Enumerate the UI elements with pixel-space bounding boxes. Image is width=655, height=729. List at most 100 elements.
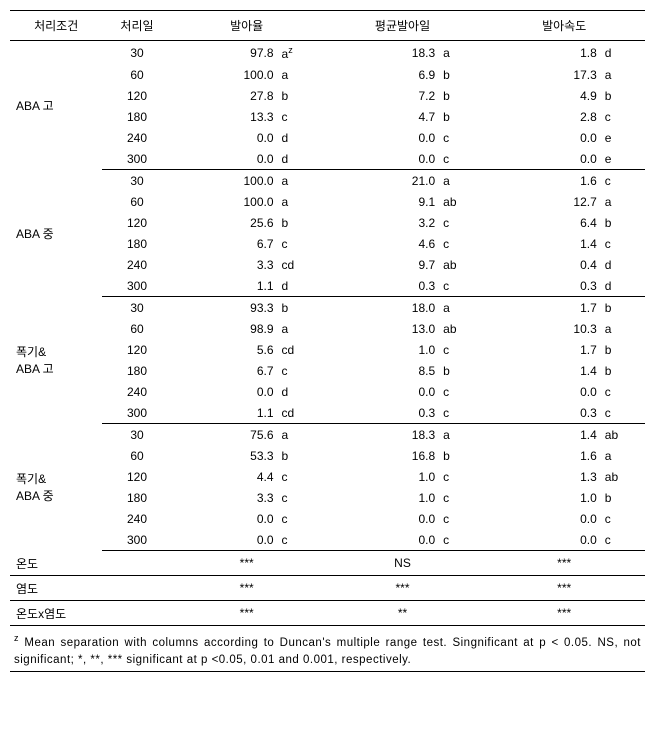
rate-value: 100.0 bbox=[172, 191, 276, 212]
speed-suffix: c bbox=[599, 402, 645, 424]
sig-speed: *** bbox=[483, 576, 645, 601]
rate-value: 97.8 bbox=[172, 41, 276, 65]
speed-value: 1.4 bbox=[483, 360, 598, 381]
rate-suffix: b bbox=[276, 297, 322, 319]
avg-suffix: c bbox=[437, 212, 483, 233]
day-cell: 180 bbox=[102, 487, 171, 508]
avg-suffix: c bbox=[437, 529, 483, 551]
rate-value: 0.0 bbox=[172, 508, 276, 529]
rate-value: 0.0 bbox=[172, 127, 276, 148]
condition-cell: 폭기& ABA 고 bbox=[10, 297, 102, 424]
table-row: 1806.7c8.5b1.4b bbox=[10, 360, 645, 381]
rate-suffix: az bbox=[276, 41, 322, 65]
header-speed: 발아속도 bbox=[483, 11, 645, 41]
day-cell: 240 bbox=[102, 381, 171, 402]
sig-avg: NS bbox=[322, 551, 484, 576]
day-cell: 300 bbox=[102, 275, 171, 297]
avg-suffix: c bbox=[437, 233, 483, 254]
speed-suffix: c bbox=[599, 529, 645, 551]
footnote: z Mean separation with columns according… bbox=[10, 626, 645, 672]
rate-value: 93.3 bbox=[172, 297, 276, 319]
avg-value: 0.0 bbox=[322, 529, 437, 551]
speed-value: 17.3 bbox=[483, 64, 598, 85]
speed-value: 1.6 bbox=[483, 170, 598, 192]
speed-value: 0.0 bbox=[483, 529, 598, 551]
sig-label: 염도 bbox=[10, 576, 172, 601]
speed-value: 1.7 bbox=[483, 297, 598, 319]
table-row: 3001.1d0.3c0.3d bbox=[10, 275, 645, 297]
sig-avg: *** bbox=[322, 576, 484, 601]
table-row: 6098.9a13.0ab10.3a bbox=[10, 318, 645, 339]
speed-suffix: b bbox=[599, 487, 645, 508]
rate-suffix: b bbox=[276, 445, 322, 466]
speed-suffix: b bbox=[599, 360, 645, 381]
rate-value: 6.7 bbox=[172, 360, 276, 381]
speed-suffix: c bbox=[599, 508, 645, 529]
day-cell: 120 bbox=[102, 339, 171, 360]
day-cell: 30 bbox=[102, 170, 171, 192]
day-cell: 300 bbox=[102, 148, 171, 170]
day-cell: 240 bbox=[102, 127, 171, 148]
avg-value: 7.2 bbox=[322, 85, 437, 106]
avg-value: 8.5 bbox=[322, 360, 437, 381]
rate-suffix: cd bbox=[276, 402, 322, 424]
avg-suffix: c bbox=[437, 127, 483, 148]
speed-suffix: b bbox=[599, 212, 645, 233]
avg-value: 1.0 bbox=[322, 339, 437, 360]
rate-suffix: a bbox=[276, 318, 322, 339]
speed-value: 0.0 bbox=[483, 381, 598, 402]
rate-suffix: a bbox=[276, 191, 322, 212]
sig-avg: ** bbox=[322, 601, 484, 626]
day-cell: 180 bbox=[102, 106, 171, 127]
avg-value: 18.3 bbox=[322, 424, 437, 446]
rate-value: 3.3 bbox=[172, 254, 276, 275]
avg-suffix: a bbox=[437, 424, 483, 446]
table-row: 60100.0a9.1ab12.7a bbox=[10, 191, 645, 212]
avg-suffix: b bbox=[437, 445, 483, 466]
speed-suffix: c bbox=[599, 170, 645, 192]
day-cell: 240 bbox=[102, 508, 171, 529]
rate-suffix: a bbox=[276, 64, 322, 85]
avg-suffix: b bbox=[437, 360, 483, 381]
day-cell: 180 bbox=[102, 233, 171, 254]
rate-value: 53.3 bbox=[172, 445, 276, 466]
avg-suffix: b bbox=[437, 64, 483, 85]
rate-value: 25.6 bbox=[172, 212, 276, 233]
speed-suffix: d bbox=[599, 254, 645, 275]
avg-value: 13.0 bbox=[322, 318, 437, 339]
avg-value: 18.3 bbox=[322, 41, 437, 65]
day-cell: 120 bbox=[102, 85, 171, 106]
speed-value: 2.8 bbox=[483, 106, 598, 127]
day-cell: 180 bbox=[102, 360, 171, 381]
footnote-marker: z bbox=[14, 633, 19, 643]
avg-value: 9.7 bbox=[322, 254, 437, 275]
avg-value: 0.0 bbox=[322, 127, 437, 148]
speed-value: 10.3 bbox=[483, 318, 598, 339]
day-cell: 60 bbox=[102, 318, 171, 339]
table-row: ABA 고3097.8az18.3a1.8d bbox=[10, 41, 645, 65]
avg-suffix: c bbox=[437, 275, 483, 297]
rate-suffix: c bbox=[276, 508, 322, 529]
day-cell: 30 bbox=[102, 424, 171, 446]
speed-suffix: c bbox=[599, 381, 645, 402]
speed-value: 0.3 bbox=[483, 402, 598, 424]
condition-cell: 폭기& ABA 중 bbox=[10, 424, 102, 551]
rate-suffix: d bbox=[276, 148, 322, 170]
header-rate: 발아율 bbox=[172, 11, 322, 41]
rate-suffix: b bbox=[276, 85, 322, 106]
table-row: 폭기& ABA 고3093.3b18.0a1.7b bbox=[10, 297, 645, 319]
avg-suffix: ab bbox=[437, 318, 483, 339]
avg-suffix: c bbox=[437, 508, 483, 529]
day-cell: 120 bbox=[102, 466, 171, 487]
rate-value: 0.0 bbox=[172, 148, 276, 170]
condition-cell: ABA 중 bbox=[10, 170, 102, 297]
speed-value: 0.0 bbox=[483, 508, 598, 529]
rate-suffix: c bbox=[276, 106, 322, 127]
avg-value: 0.0 bbox=[322, 148, 437, 170]
sig-speed: *** bbox=[483, 601, 645, 626]
rate-value: 4.4 bbox=[172, 466, 276, 487]
sig-rate: *** bbox=[172, 551, 322, 576]
header-condition: 처리조건 bbox=[10, 11, 102, 41]
rate-suffix: a bbox=[276, 424, 322, 446]
speed-value: 0.0 bbox=[483, 148, 598, 170]
